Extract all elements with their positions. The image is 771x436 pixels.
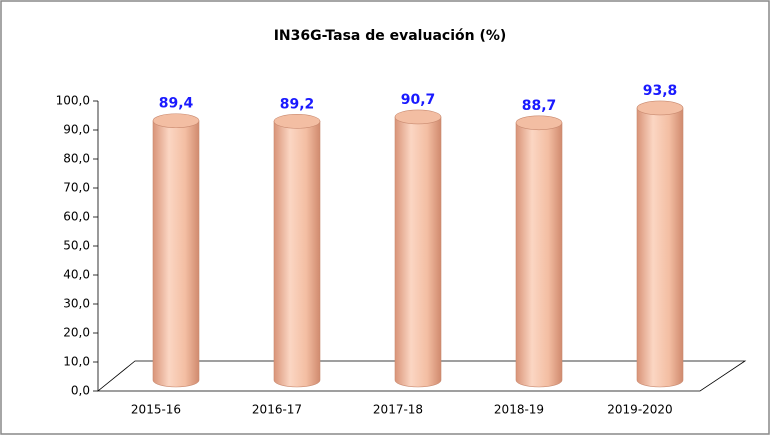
cylinder-top bbox=[152, 113, 200, 129]
x-tick-label: 2015-16 bbox=[131, 403, 181, 417]
y-tick-label: 30,0 bbox=[63, 297, 90, 311]
cylinder-body bbox=[273, 121, 321, 388]
y-tick-label: 10,0 bbox=[63, 355, 90, 369]
cylinder-top bbox=[394, 109, 442, 125]
y-tick-label: 80,0 bbox=[63, 152, 90, 166]
cylinder-top bbox=[515, 115, 563, 131]
chart-title: IN36G-Tasa de evaluación (%) bbox=[274, 28, 507, 44]
x-tick-label: 2016-17 bbox=[252, 403, 302, 417]
y-tick-label: 0,0 bbox=[71, 384, 90, 398]
x-tick-label: 2019-2020 bbox=[607, 403, 672, 417]
cylinder-body bbox=[515, 122, 563, 388]
y-tick-label: 40,0 bbox=[63, 268, 90, 282]
y-tick-label: 60,0 bbox=[63, 210, 90, 224]
value-label: 93,8 bbox=[643, 83, 678, 99]
value-label: 89,4 bbox=[159, 96, 194, 112]
cylinder-top bbox=[273, 114, 321, 129]
cylinder-body bbox=[636, 107, 684, 388]
x-tick-label: 2018-19 bbox=[494, 403, 544, 417]
cylinder-body bbox=[152, 120, 200, 388]
y-tick-label: 70,0 bbox=[63, 181, 90, 195]
cylinder-top bbox=[636, 100, 684, 116]
y-tick-label: 90,0 bbox=[63, 123, 90, 137]
x-tick-label: 2017-18 bbox=[373, 403, 423, 417]
value-label: 90,7 bbox=[401, 92, 436, 108]
cylinder-body bbox=[394, 116, 442, 388]
y-tick-label: 50,0 bbox=[63, 239, 90, 253]
value-label: 88,7 bbox=[522, 98, 557, 114]
y-tick-label: 20,0 bbox=[63, 326, 90, 340]
value-label: 89,2 bbox=[280, 96, 315, 112]
y-tick-label: 100,0 bbox=[56, 94, 90, 108]
